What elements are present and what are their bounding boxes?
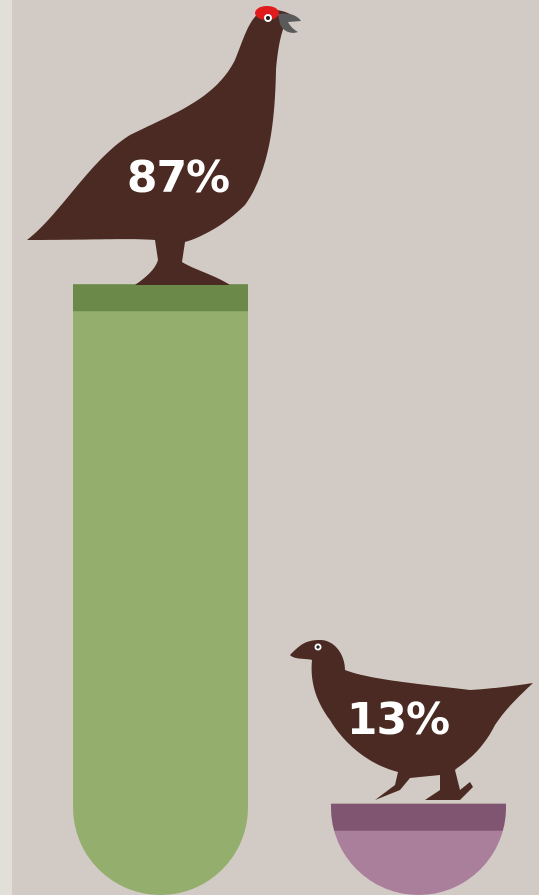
bar-cap xyxy=(331,804,506,831)
side-strip xyxy=(0,0,12,895)
bar xyxy=(73,284,248,895)
value-label: 13% xyxy=(347,694,449,745)
bar-group xyxy=(73,284,248,895)
bar-cap xyxy=(73,284,248,311)
chart: 87% 13% xyxy=(0,0,539,895)
value-label: 87% xyxy=(127,152,229,203)
